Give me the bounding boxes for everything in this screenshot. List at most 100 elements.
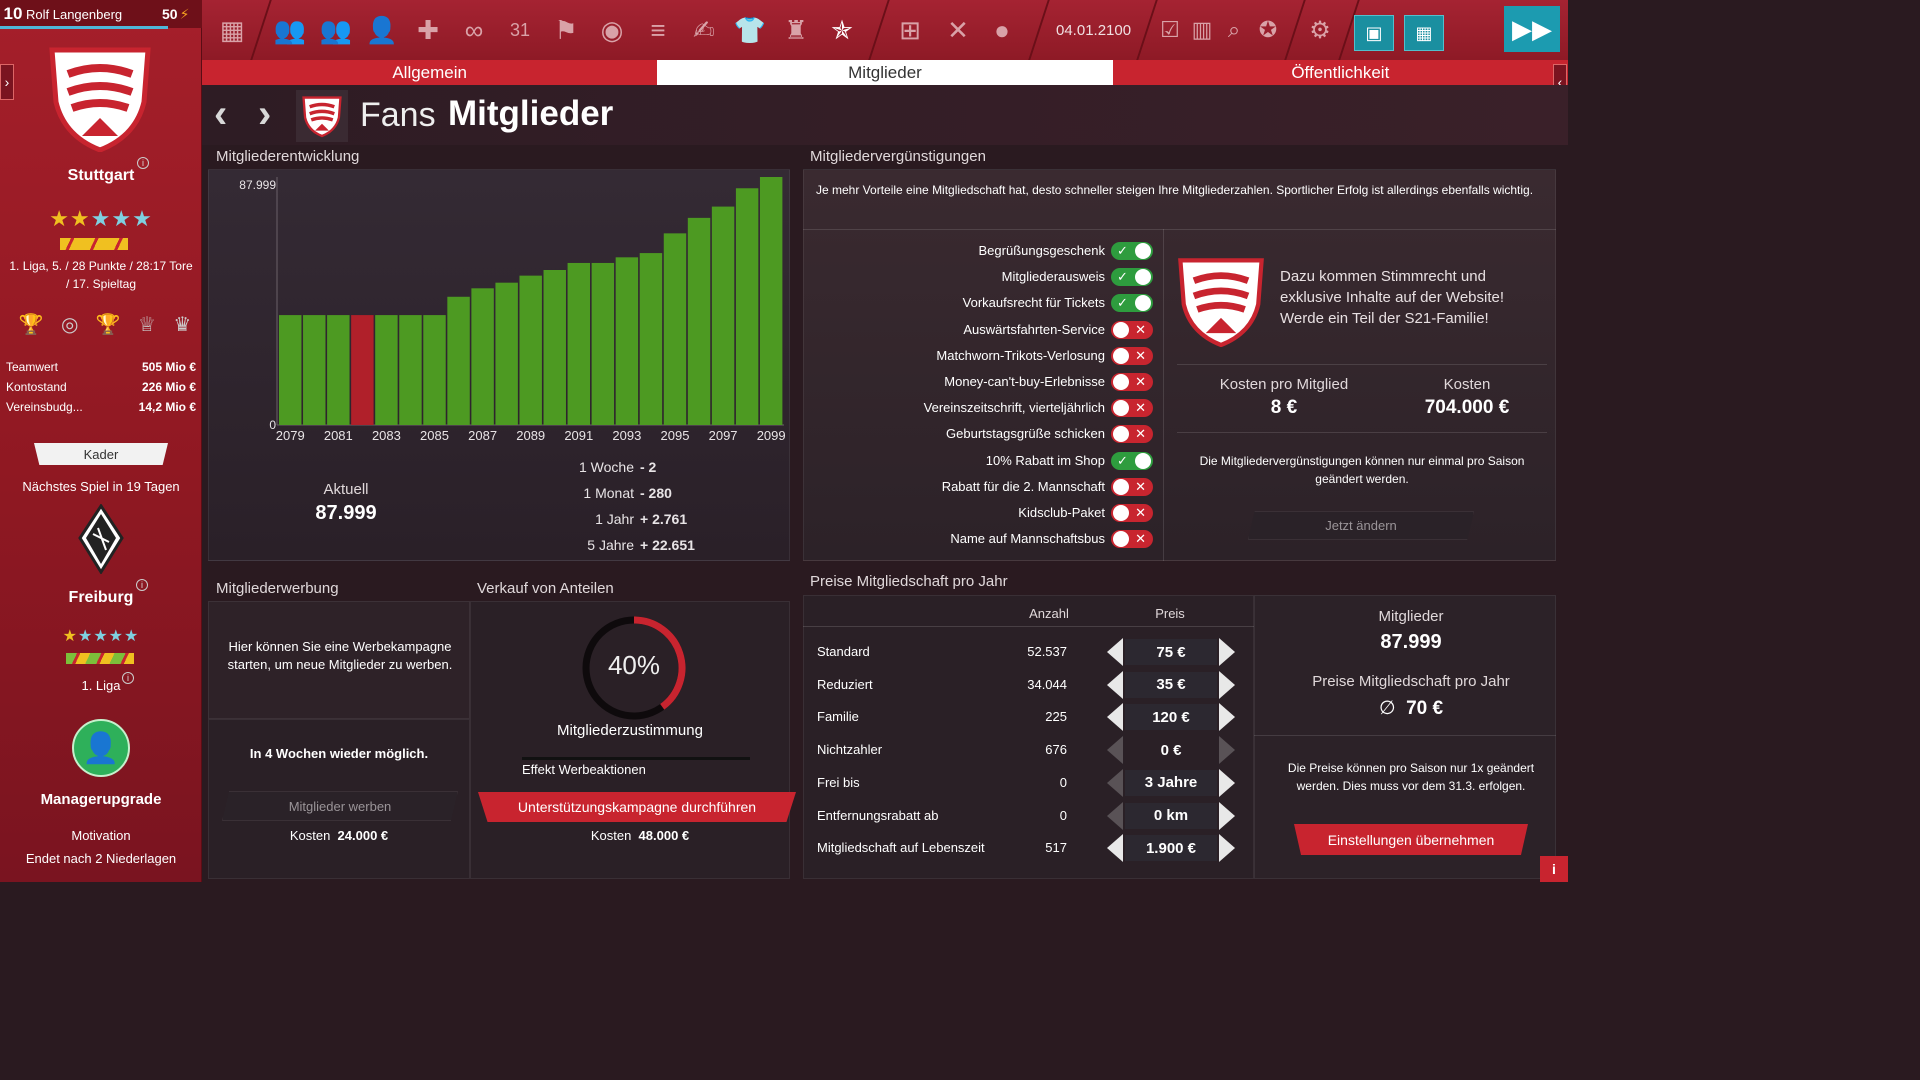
info-icon[interactable]: i [137, 157, 149, 169]
benefit-toggle[interactable]: ✕ [1111, 477, 1153, 496]
chart-bar[interactable] [423, 315, 446, 425]
info-icon[interactable]: i [122, 672, 134, 684]
benefit-toggle[interactable]: ✕ [1111, 530, 1153, 549]
x-tick-label: 2089 [516, 428, 545, 443]
fast-forward-button[interactable]: ▶▶ [1504, 6, 1560, 52]
decrease-arrow-icon[interactable] [1107, 703, 1123, 732]
decrease-arrow-icon[interactable] [1107, 834, 1123, 863]
increase-arrow-icon[interactable] [1219, 670, 1235, 699]
chart-bar[interactable] [663, 233, 687, 425]
staff-icon[interactable]: 👤 [365, 14, 399, 45]
decrease-arrow-icon[interactable] [1107, 670, 1123, 699]
benefit-toggle[interactable]: ✕ [1111, 399, 1153, 418]
chart-bar[interactable] [351, 315, 374, 425]
tab-allgemein[interactable]: Allgemein [202, 60, 658, 85]
chart-bar[interactable] [471, 288, 494, 425]
decrease-arrow-icon[interactable] [1107, 638, 1123, 666]
chart-bar[interactable] [591, 262, 615, 425]
calendar-icon[interactable]: 31 [509, 19, 531, 40]
finance-value: 505 Mio € [141, 360, 196, 374]
freiburg-crest[interactable] [78, 503, 124, 579]
summary-price-label: Preise Mitgliedschaft pro Jahr [1312, 673, 1510, 690]
chart-bar[interactable] [303, 315, 326, 425]
chart-bar[interactable] [711, 206, 735, 425]
chart-bar[interactable] [543, 269, 566, 425]
formation-icon[interactable]: ⊞ [899, 14, 921, 45]
increase-arrow-icon[interactable] [1219, 834, 1235, 863]
chart-bar[interactable] [279, 315, 302, 425]
month-calendar-icon[interactable]: ▦ [1404, 15, 1444, 51]
benefit-toggle[interactable]: ✕ [1111, 373, 1153, 391]
benefit-toggle[interactable]: ✕ [1111, 425, 1153, 444]
stuttgart-crest[interactable] [48, 44, 152, 157]
chart-bar[interactable] [519, 275, 542, 425]
chart-bar[interactable] [399, 315, 422, 425]
change-benefits-button[interactable]: Jetzt ändern [1248, 511, 1474, 540]
cross-icon: ✕ [1135, 505, 1146, 520]
search-icon[interactable]: ⌕ [1227, 17, 1241, 42]
lineup-icon[interactable]: 👥 [319, 14, 353, 45]
tactics-icon[interactable]: ✕ [947, 14, 969, 45]
chart-bar[interactable] [327, 315, 350, 425]
support-campaign-button[interactable]: Unterstützungskampagne durchführen [478, 792, 796, 822]
benefit-toggle[interactable]: ✕ [1111, 320, 1153, 339]
week-calendar-icon[interactable]: ▣ [1354, 15, 1394, 51]
apply-settings-button[interactable]: Einstellungen übernehmen [1294, 824, 1528, 855]
benefit-toggle[interactable]: ✓ [1111, 294, 1153, 313]
team-icon[interactable]: 👥 [273, 14, 307, 45]
finance-label: Kontostand [6, 380, 67, 394]
forward-arrow-icon[interactable]: › [258, 92, 272, 136]
cross-icon: ✕ [1135, 478, 1146, 494]
recruit-members-button[interactable]: Mitglieder werben [222, 791, 458, 821]
recruiting-availability: In 4 Wochen wieder möglich. [249, 746, 429, 761]
benefit-toggle[interactable]: ✓ [1111, 242, 1153, 260]
info-icon[interactable]: i [136, 579, 148, 591]
chart-bar[interactable] [567, 262, 591, 425]
tab-mitglieder[interactable]: Mitglieder [657, 60, 1113, 85]
increase-arrow-icon[interactable] [1219, 703, 1235, 732]
chart-bar[interactable] [759, 177, 783, 425]
sponsors-icon[interactable]: ✍ [693, 14, 715, 45]
scouting-icon[interactable]: ∞ [464, 14, 484, 45]
squad-button[interactable]: Kader [34, 443, 168, 465]
press-icon[interactable]: ♜ [784, 14, 808, 45]
sidebar-collapse-button[interactable]: › [0, 64, 14, 100]
increase-arrow-icon[interactable] [1219, 801, 1235, 830]
chart-bar[interactable] [687, 217, 711, 425]
benefit-toggle[interactable]: ✓ [1111, 451, 1153, 470]
office-desk-icon[interactable]: ▦ [219, 14, 245, 45]
notes-icon[interactable]: ☑ [1160, 17, 1180, 42]
benefit-toggle[interactable]: ✕ [1111, 346, 1153, 365]
tab-oeffentlichkeit[interactable]: Öffentlichkeit [1112, 60, 1568, 85]
benefit-toggle[interactable]: ✕ [1111, 504, 1153, 522]
chart-bar[interactable] [495, 282, 518, 425]
merchandise-icon[interactable]: 👕 [733, 14, 767, 45]
finances-icon[interactable]: ≡ [650, 14, 666, 45]
effect-bar [522, 757, 750, 760]
chart-bar[interactable] [447, 296, 470, 425]
benefit-toggle[interactable]: ✓ [1111, 268, 1153, 287]
stadium-icon[interactable]: ◉ [600, 14, 624, 45]
increase-arrow-icon[interactable] [1219, 638, 1235, 666]
manager-name[interactable]: Rolf Langenberg [26, 6, 123, 22]
manager-upgrade-icon[interactable]: 👤 [72, 719, 130, 777]
increase-arrow-icon[interactable] [1219, 768, 1235, 797]
chart-bar[interactable] [615, 257, 639, 425]
chart-bar[interactable] [639, 253, 663, 425]
cross-icon: ✕ [1135, 426, 1146, 442]
help-info-icon[interactable]: i [1540, 856, 1568, 882]
chart-bar[interactable] [735, 188, 759, 425]
price-row: Entfernungsrabatt ab 0 0 km [803, 800, 1254, 832]
medical-icon[interactable]: ✚ [417, 14, 439, 45]
x-tick-label: 2081 [324, 428, 353, 443]
chart-bar[interactable] [375, 315, 398, 425]
player-icon[interactable]: ● [994, 14, 1010, 45]
back-arrow-icon[interactable]: ‹ [214, 92, 228, 136]
achievements-icon[interactable]: ✪ [1258, 17, 1278, 42]
settings-gear-icon[interactable]: ⚙ [1309, 16, 1331, 44]
price-row-price: 0 km [1125, 802, 1217, 829]
price-row-count: 34.044 [1027, 676, 1067, 692]
statistics-icon[interactable]: ▥ [1191, 17, 1213, 42]
training-icon[interactable]: ⚑ [554, 14, 578, 45]
fans-icon[interactable]: ✯ [831, 14, 853, 45]
